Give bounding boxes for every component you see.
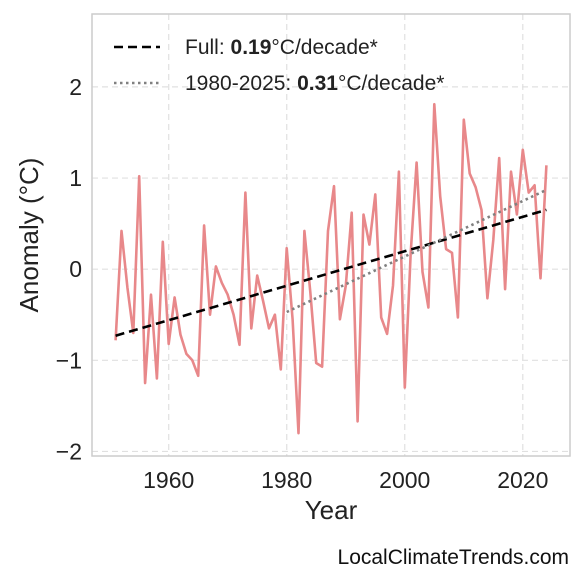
y-tick-labels: −2 −1 0 1 2	[56, 74, 82, 465]
legend-entry: 1980-2025: 0.31°C/decade*	[185, 72, 444, 95]
legend-entry: Full: 0.19°C/decade*	[185, 36, 378, 59]
x-tick-label: 1980	[261, 467, 312, 493]
x-tick-label: 2000	[379, 467, 430, 493]
plot-frame	[91, 13, 571, 457]
grid	[92, 14, 570, 456]
y-tick-label: 0	[69, 256, 82, 282]
legend-suffix: °C/decade*	[271, 36, 377, 59]
legend-value: 0.31	[297, 72, 338, 95]
legend-prefix: Full:	[185, 36, 231, 59]
trend-line-full	[115, 208, 547, 337]
x-tick-label: 1960	[143, 467, 194, 493]
x-axis-label: Year	[305, 495, 358, 525]
y-tick-label: −2	[56, 438, 82, 464]
y-tick-label: 2	[69, 74, 82, 100]
y-tick-label: −1	[56, 347, 82, 373]
legend-prefix: 1980-2025:	[185, 72, 297, 95]
legend: Full: 0.19°C/decade*1980-2025: 0.31°C/de…	[114, 36, 444, 95]
x-tick-labels: 1960 1980 2000 2020	[143, 467, 548, 493]
y-tick-label: 1	[69, 165, 82, 191]
watermark: LocalClimateTrends.com	[337, 546, 569, 569]
plot-series	[114, 102, 548, 435]
y-axis-label: Anomaly (°C)	[14, 158, 44, 313]
anomaly-series-line	[114, 102, 548, 435]
x-tick-label: 2020	[497, 467, 548, 493]
legend-suffix: °C/decade*	[338, 72, 444, 95]
legend-value: 0.19	[231, 36, 272, 59]
